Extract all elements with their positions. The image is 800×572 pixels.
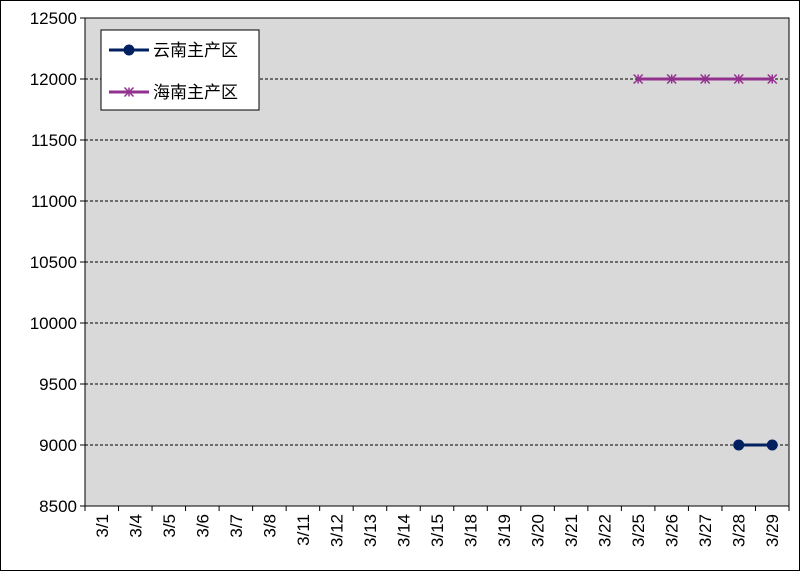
x-tick-label: 3/14 [394,514,413,547]
legend-item-2: 海南主产区 [109,83,238,103]
data-point [733,73,744,85]
x-tick-label: 3/21 [562,514,581,547]
legend-marker [123,44,135,56]
y-tick-label: 11500 [31,131,77,150]
data-point [767,73,778,85]
series-1 [733,439,778,451]
x-tick-label: 3/25 [629,514,648,547]
x-tick-label: 3/5 [160,514,179,538]
x-tick-label: 3/11 [294,514,313,546]
legend-marker [123,86,135,98]
x-tick-label: 3/13 [361,514,380,547]
data-point [733,439,745,451]
axes [80,17,790,511]
y-tick-label: 10500 [30,253,77,272]
y-tick-label: 12000 [30,70,77,89]
x-tick-label: 3/27 [696,514,715,547]
y-tick-label: 9000 [39,436,77,455]
x-tick-label: 3/29 [763,514,782,547]
data-point [666,73,677,85]
x-tick-label: 3/4 [126,514,145,538]
legend-label: 云南主产区 [153,41,238,61]
data-point [766,439,778,451]
legend-item-1: 云南主产区 [109,41,238,61]
x-tick-label: 3/28 [730,514,749,547]
series-group [633,73,778,451]
x-tick-label: 3/18 [462,514,481,547]
y-tick-label: 11000 [31,192,77,211]
y-tick-label: 10000 [30,314,77,333]
x-tick-label: 3/7 [227,514,246,538]
data-point [700,73,711,85]
x-tick-label: 3/1 [93,514,112,538]
x-tick-label: 3/6 [193,514,212,538]
data-point [633,73,644,85]
x-tick-label: 3/8 [260,514,279,538]
x-tick-label: 3/22 [596,514,615,547]
y-tick-label: 9500 [39,375,77,394]
series-2 [633,73,778,85]
x-tick-labels: 3/1 3/4 3/5 3/6 3/7 3/8 3/11 3/12 3/13 3/14 3/15 3/… [93,514,782,547]
x-tick-label: 3/20 [529,514,548,547]
y-tick-labels: 8500 9000 9500 10000 10500 11000 11500 12000 125… [30,9,77,516]
x-tick-label: 3/15 [428,514,447,547]
legend-label: 海南主产区 [153,83,238,103]
x-tick-label: 3/19 [495,514,514,547]
y-tick-label: 8500 [39,497,77,516]
x-tick-label: 3/12 [327,514,346,547]
x-tick-label: 3/26 [663,514,682,547]
legend-box [100,29,260,111]
y-tick-label: 12500 [30,9,77,28]
